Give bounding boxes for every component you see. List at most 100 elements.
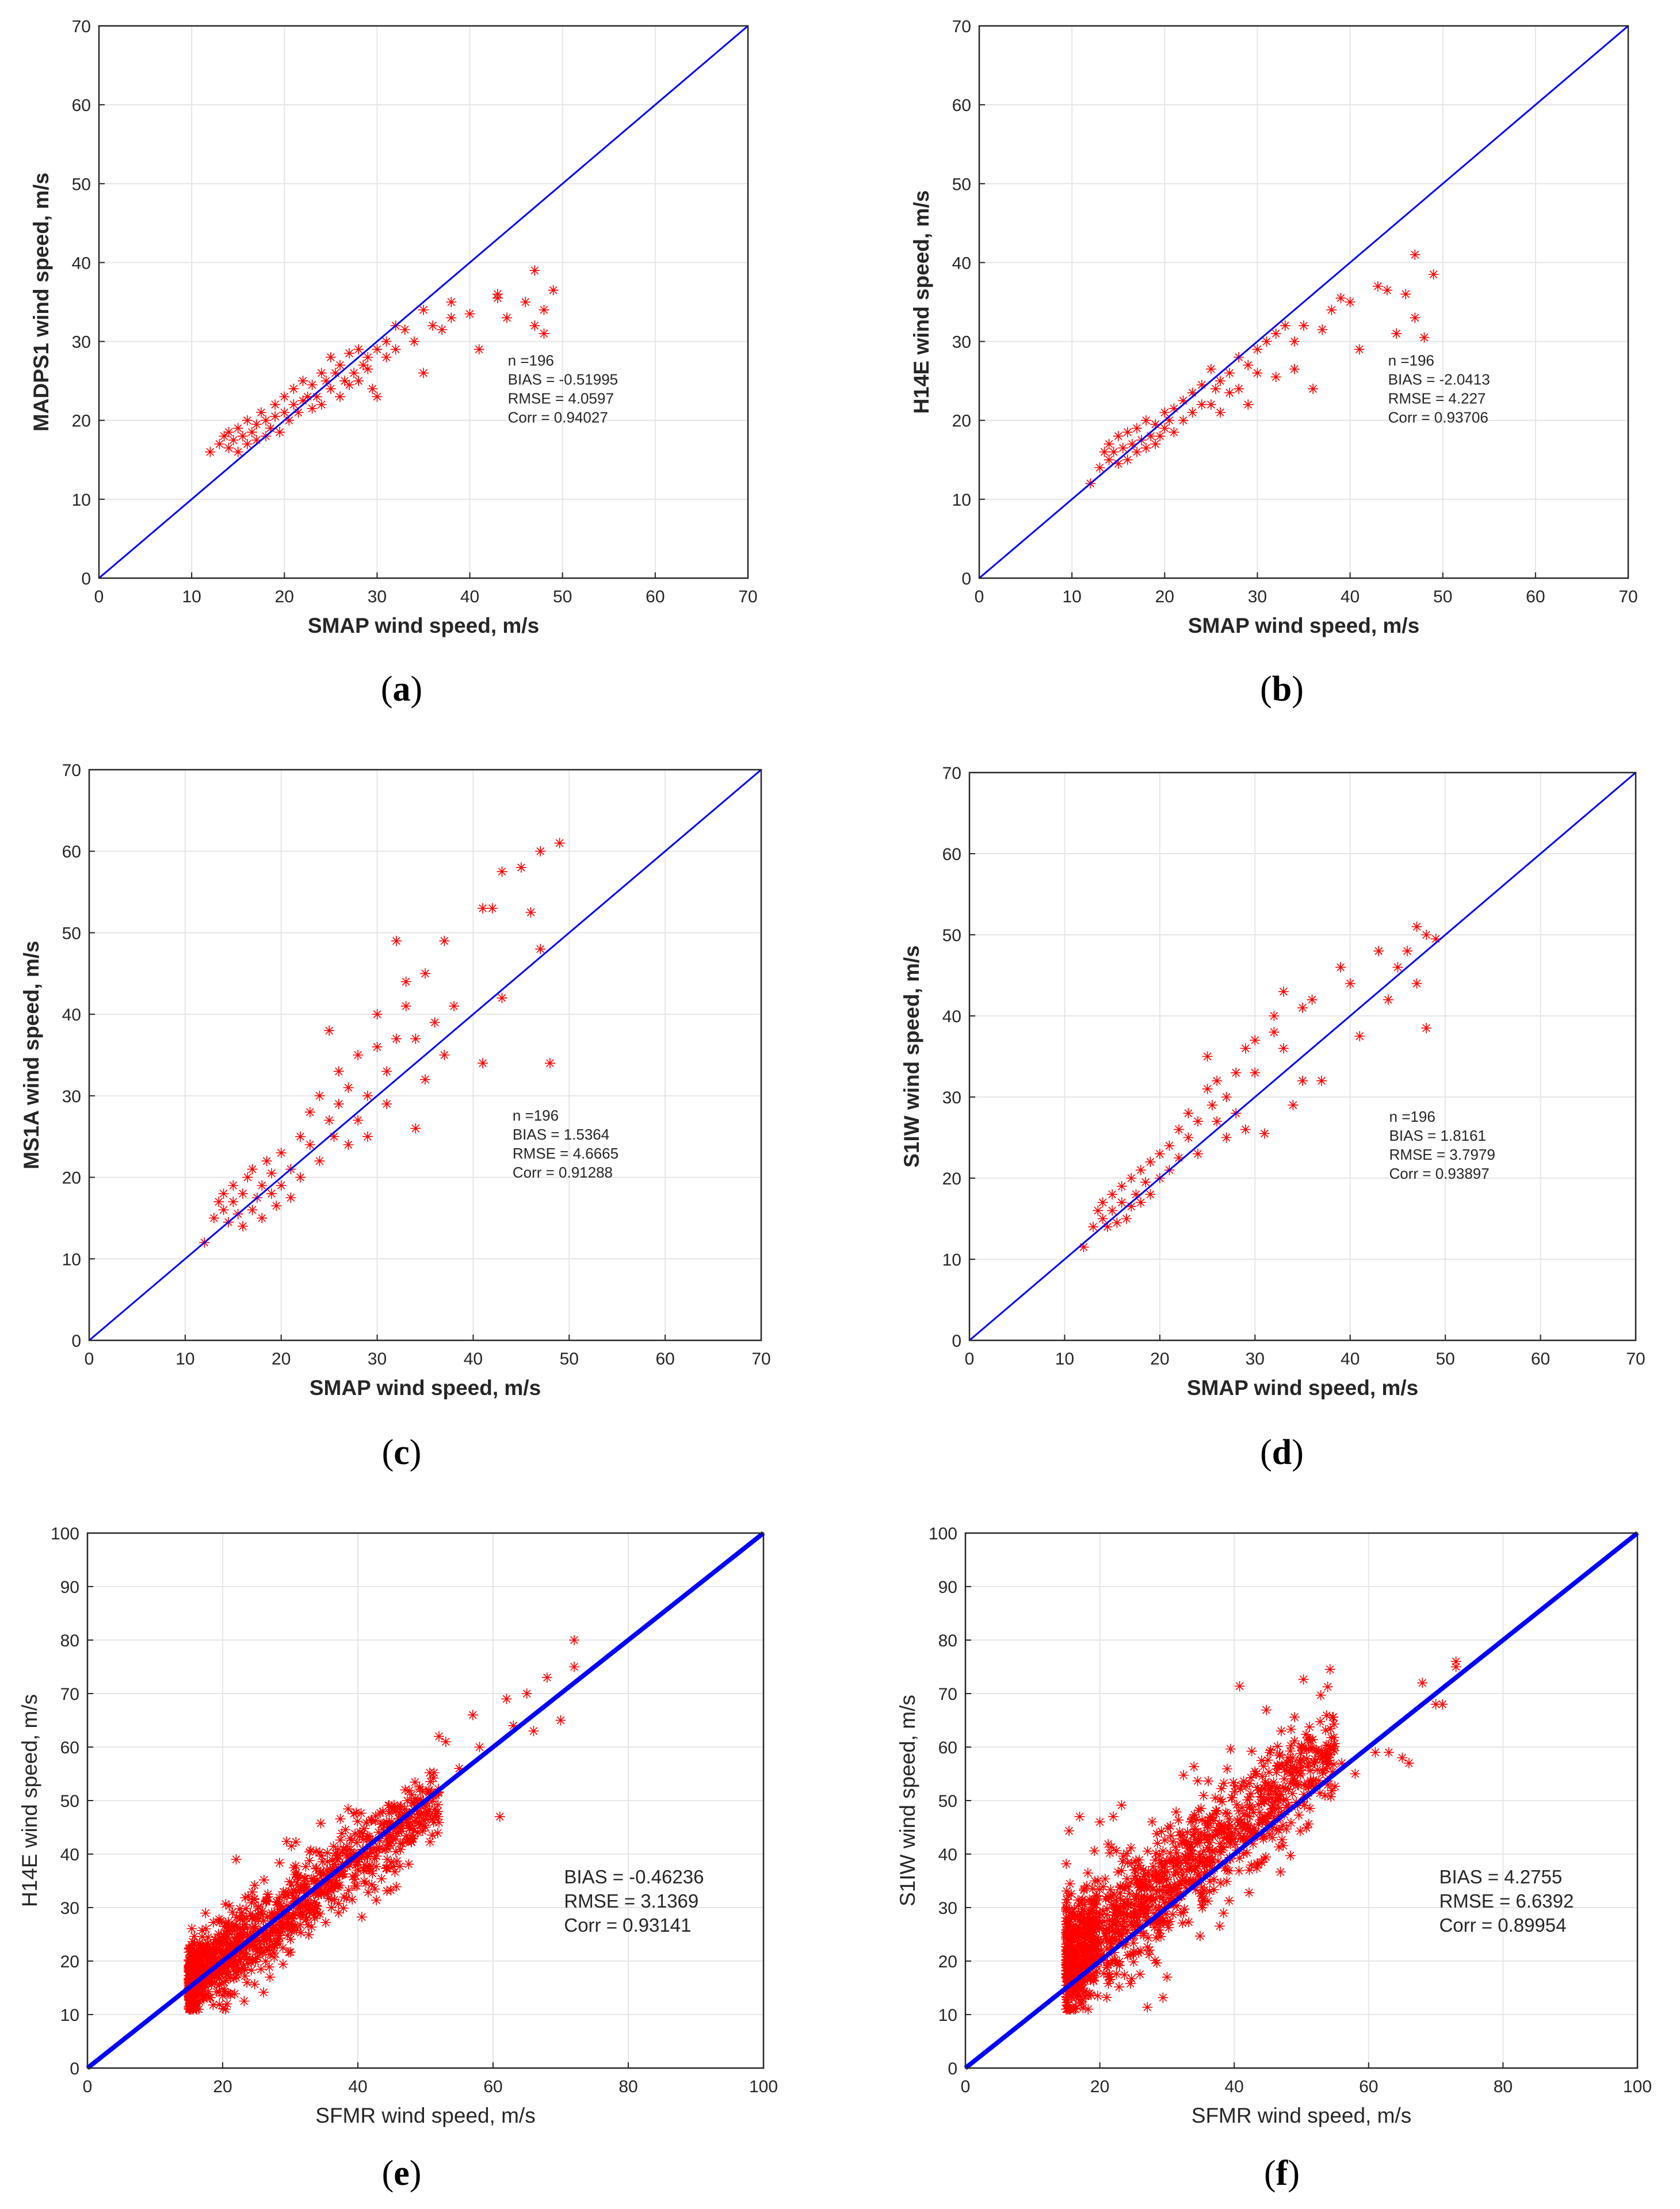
data-point <box>1153 1869 1164 1880</box>
data-point <box>255 1948 266 1959</box>
data-point <box>1221 1092 1232 1102</box>
data-point <box>1205 364 1216 374</box>
data-point <box>1067 1906 1078 1917</box>
data-point <box>1155 431 1166 442</box>
data-point <box>310 1903 321 1914</box>
y-tick-label: 60 <box>938 1738 957 1757</box>
data-point <box>1193 1805 1204 1816</box>
x-axis-label: SFMR wind speed, m/s <box>1192 2104 1411 2127</box>
data-point <box>1202 1051 1213 1062</box>
data-point <box>1326 1732 1337 1743</box>
x-tick-label: 60 <box>1531 1350 1550 1369</box>
data-point <box>295 1172 306 1183</box>
data-point <box>1297 1075 1308 1086</box>
data-markers <box>1085 249 1439 489</box>
x-tick-label: 20 <box>1155 587 1174 606</box>
data-point <box>377 1806 388 1817</box>
data-point <box>258 1875 269 1886</box>
data-point <box>1167 1836 1178 1847</box>
data-point <box>1192 1837 1203 1848</box>
stat-rmse: RMSE = 3.7979 <box>1389 1146 1495 1163</box>
x-tick-label: 20 <box>272 1350 291 1369</box>
data-point <box>265 1949 276 1960</box>
data-point <box>253 1913 264 1924</box>
data-point <box>1069 1979 1080 1990</box>
data-point <box>385 1857 396 1868</box>
data-point <box>361 1851 372 1862</box>
data-point <box>231 1972 242 1983</box>
data-point <box>391 1033 402 1044</box>
data-point <box>1305 1776 1316 1787</box>
data-point <box>1165 1893 1176 1904</box>
data-point <box>222 1969 233 1980</box>
data-point <box>286 1841 297 1852</box>
data-point <box>1062 1918 1072 1929</box>
data-point <box>1099 1874 1110 1885</box>
data-point <box>422 1809 433 1820</box>
data-point <box>1307 1734 1318 1745</box>
data-point <box>235 1963 246 1974</box>
data-point <box>239 1971 250 1982</box>
data-point <box>1090 1875 1101 1886</box>
data-point <box>1280 1783 1291 1794</box>
data-point <box>434 1731 444 1742</box>
data-point <box>1140 1868 1151 1879</box>
data-point <box>1134 1876 1145 1887</box>
data-point <box>1120 1939 1131 1950</box>
data-point <box>326 1902 337 1913</box>
data-point <box>239 1964 250 1975</box>
data-point <box>333 1867 344 1878</box>
data-point <box>1205 399 1216 410</box>
data-point <box>1335 962 1346 973</box>
data-point <box>1086 1989 1097 2000</box>
data-point <box>1253 1819 1264 1830</box>
data-point <box>316 399 327 410</box>
data-point <box>223 1916 234 1927</box>
data-point <box>1298 1674 1309 1685</box>
data-point <box>1274 1761 1285 1772</box>
data-point <box>1253 1785 1263 1796</box>
y-tick-label: 30 <box>60 1899 79 1918</box>
data-point <box>1109 1955 1120 1966</box>
data-point <box>1206 1845 1217 1856</box>
data-point <box>391 1856 402 1867</box>
data-point <box>268 1912 278 1923</box>
data-point <box>1314 1775 1324 1786</box>
data-point <box>361 1817 372 1828</box>
data-point <box>185 1950 196 1961</box>
data-point <box>1083 1909 1094 1920</box>
data-point <box>1172 1883 1183 1894</box>
data-point <box>393 1826 404 1837</box>
y-tick-label: 0 <box>952 1332 961 1351</box>
data-point <box>1179 1876 1190 1887</box>
data-point <box>1400 289 1411 300</box>
data-point <box>1317 324 1328 335</box>
data-point <box>223 1932 234 1943</box>
data-point <box>349 368 360 379</box>
data-point <box>1225 1744 1236 1755</box>
data-point <box>554 838 565 849</box>
data-point <box>403 1859 414 1870</box>
x-tick-label: 10 <box>1055 1350 1074 1369</box>
data-point <box>1392 962 1403 973</box>
data-point <box>1320 1790 1331 1801</box>
data-point <box>417 1825 428 1836</box>
data-point <box>1198 1868 1209 1879</box>
data-point <box>333 1898 344 1909</box>
identity-line <box>86 1531 765 2070</box>
data-point <box>1354 1031 1365 1042</box>
data-point <box>1079 1922 1090 1933</box>
y-tick-label: 60 <box>942 845 961 864</box>
x-tick-label: 70 <box>1618 587 1637 606</box>
data-point <box>1159 1835 1170 1845</box>
data-point <box>390 1866 400 1877</box>
data-point <box>303 1920 314 1931</box>
data-point <box>535 943 546 954</box>
data-point <box>291 1837 301 1848</box>
data-point <box>382 1837 393 1848</box>
data-point <box>1279 1764 1290 1775</box>
data-point <box>1075 1979 1086 1990</box>
data-point <box>1076 1997 1087 2008</box>
data-point <box>1102 1891 1113 1902</box>
data-point <box>1147 1884 1158 1895</box>
